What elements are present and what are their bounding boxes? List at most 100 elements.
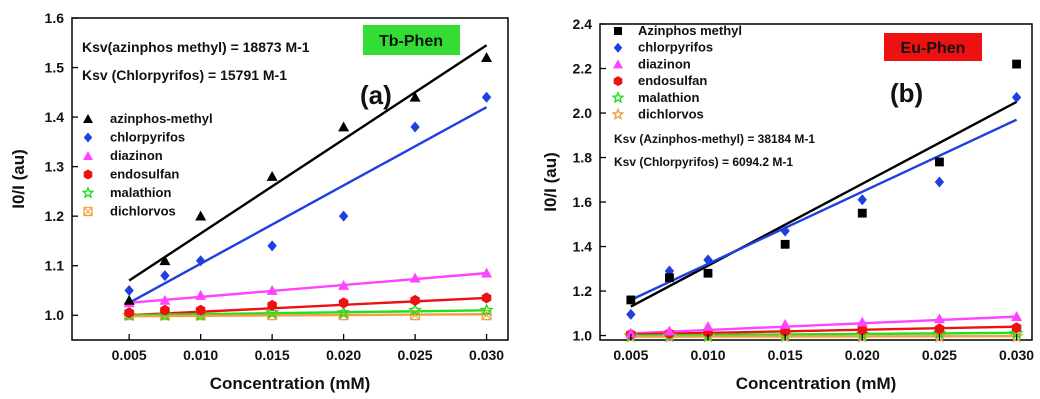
- data-point-a-s4-4: [336, 305, 351, 319]
- x-tick-label-b-5: 0.030: [999, 347, 1034, 363]
- fit-line-b-0: [630, 100, 1018, 308]
- fit-line-a-5: [129, 313, 487, 318]
- fit-line-a-1: [128, 106, 488, 304]
- data-point-b-s1-5: [934, 176, 945, 188]
- fit-line-b-3: [630, 325, 1017, 336]
- legend-label-b-1: chlorpyrifos: [638, 40, 713, 55]
- y-tick-label-a-2: 1.2: [45, 208, 65, 224]
- x-tick-label-b-2: 0.015: [768, 347, 803, 363]
- data-point-a-s2-2: [195, 289, 207, 300]
- y-tick-label-b-3: 1.6: [573, 194, 593, 210]
- y-tick-label-b-2: 1.4: [573, 239, 593, 255]
- data-point-a-s3-2: [195, 304, 206, 316]
- legend-label-a-4: malathion: [110, 185, 171, 200]
- legend-marker-a-0: [83, 114, 93, 123]
- legend-label-a-3: endosulfan: [110, 167, 179, 182]
- x-tick-label-b-1: 0.010: [690, 347, 725, 363]
- data-point-a-s1-3: [267, 240, 277, 252]
- data-points-b: [623, 59, 1024, 343]
- data-point-a-s0-6: [481, 52, 493, 63]
- data-point-b-s3-4: [857, 324, 868, 336]
- legend-marker-a-5: [83, 206, 93, 217]
- ksv-annotation-a-1: Ksv(azinphos methyl) = 18873 M-1: [82, 39, 310, 55]
- data-point-a-s2-6: [481, 267, 493, 278]
- legend-marker-b-2: [613, 59, 623, 69]
- legend-marker-b-0: [614, 27, 622, 35]
- chart-b: 0.005 0.010 0.015 0.020 0.025 0.030 1.0 1.2 1.4…: [541, 16, 1034, 393]
- tag-box-a: [363, 25, 460, 55]
- data-point-a-s0-3: [266, 171, 278, 181]
- data-point-a-s4-3: [265, 305, 280, 319]
- data-point-a-s0-2: [195, 210, 207, 221]
- data-point-b-s2-2: [702, 321, 714, 332]
- data-point-b-s1-2: [703, 254, 713, 266]
- x-ticks-a: 0.005 0.010 0.015 0.020 0.025 0.030: [112, 334, 504, 363]
- y-axis-label-b: I0/I (au): [541, 152, 560, 212]
- x-axis-label-a: Concentration (mM): [210, 374, 371, 393]
- y-tick-label-a-3: 1.3: [45, 159, 65, 175]
- data-point-a-s1-1: [160, 270, 170, 282]
- data-point-b-s1-0: [626, 308, 636, 320]
- y-ticks-a: 1.0 1.1 1.2 1.3 1.4 1.5 1.6: [45, 10, 78, 323]
- data-point-a-s3-5: [410, 294, 420, 306]
- data-point-b-s0-0: [626, 295, 636, 305]
- x-tick-label-a-0: 0.005: [112, 347, 147, 363]
- data-point-a-s2-1: [159, 294, 171, 305]
- y-tick-label-a-6: 1.6: [45, 10, 65, 26]
- plot-frame-a: [71, 17, 509, 341]
- fit-line-b-2: [630, 315, 1017, 335]
- x-tick-label-a-3: 0.020: [326, 347, 361, 363]
- x-ticks-b: 0.005 0.010 0.015 0.020 0.025 0.030: [613, 334, 1034, 363]
- data-point-b-s1-1: [664, 265, 675, 277]
- data-point-a-s0-0: [123, 294, 135, 305]
- data-point-a-s3-3: [267, 299, 277, 311]
- legend-label-b-5: dichlorvos: [638, 107, 704, 122]
- data-point-a-s0-4: [338, 121, 350, 132]
- y-tick-label-b-0: 1.0: [573, 328, 593, 344]
- legend-label-b-2: diazinon: [638, 56, 691, 71]
- data-point-a-s4-5: [408, 302, 423, 317]
- fit-line-a-4: [129, 309, 487, 317]
- y-tick-label-b-6: 2.2: [573, 61, 593, 77]
- data-point-a-s3-4: [338, 297, 349, 309]
- legend-label-b-0: Azinphos methyl: [638, 23, 742, 38]
- x-tick-label-b-4: 0.025: [922, 347, 957, 363]
- data-point-a-s3-0: [124, 307, 134, 319]
- panel-label-b: (b): [890, 78, 923, 108]
- data-point-b-s3-6: [1011, 322, 1022, 334]
- y-tick-label-a-1: 1.1: [45, 258, 65, 274]
- fit-line-b-4: [630, 331, 1017, 337]
- x-tick-label-a-4: 0.025: [398, 347, 433, 363]
- y-tick-label-a-0: 1.0: [45, 307, 65, 323]
- data-points-a: [122, 52, 494, 322]
- data-point-b-s2-4: [856, 316, 868, 327]
- y-tick-label-b-1: 1.2: [573, 283, 593, 299]
- x-tick-label-b-3: 0.020: [845, 347, 880, 363]
- chart-a: 0.005 0.010 0.015 0.020 0.025 0.030 1.0 1.1 1.2…: [9, 10, 509, 393]
- fit-line-a-3: [129, 296, 487, 317]
- data-point-b-s0-2: [703, 268, 713, 278]
- fit-line-b-1: [630, 118, 1018, 302]
- legend-a: azinphos-methyl chlorpyrifos diazinon endos…: [81, 111, 213, 219]
- fit-lines-a: [128, 44, 488, 318]
- data-point-b-s0-5: [935, 157, 944, 167]
- legend-label-a-1: chlorpyrifos: [110, 130, 185, 145]
- legend-marker-a-2: [83, 151, 93, 160]
- data-point-b-s2-1: [663, 325, 675, 336]
- y-ticks-b: 1.0 1.2 1.4 1.6 1.8 2.0 2.2 2.4: [573, 16, 606, 344]
- data-point-a-s1-6: [481, 91, 492, 103]
- data-point-a-s2-4: [338, 280, 350, 290]
- legend-label-b-3: endosulfan: [638, 73, 707, 88]
- y-tick-label-b-4: 1.8: [573, 150, 593, 166]
- legend-marker-a-3: [83, 169, 93, 180]
- data-point-b-s0-6: [1012, 59, 1021, 69]
- legend-marker-b-1: [613, 42, 623, 53]
- x-tick-label-b-0: 0.005: [613, 347, 648, 363]
- panel-label-a: (a): [360, 80, 392, 110]
- data-point-a-s2-5: [409, 272, 421, 283]
- data-point-b-s1-6: [1011, 91, 1022, 103]
- data-point-a-s0-5: [409, 91, 421, 102]
- legend-marker-a-1: [83, 132, 93, 143]
- data-point-b-s1-4: [857, 194, 867, 206]
